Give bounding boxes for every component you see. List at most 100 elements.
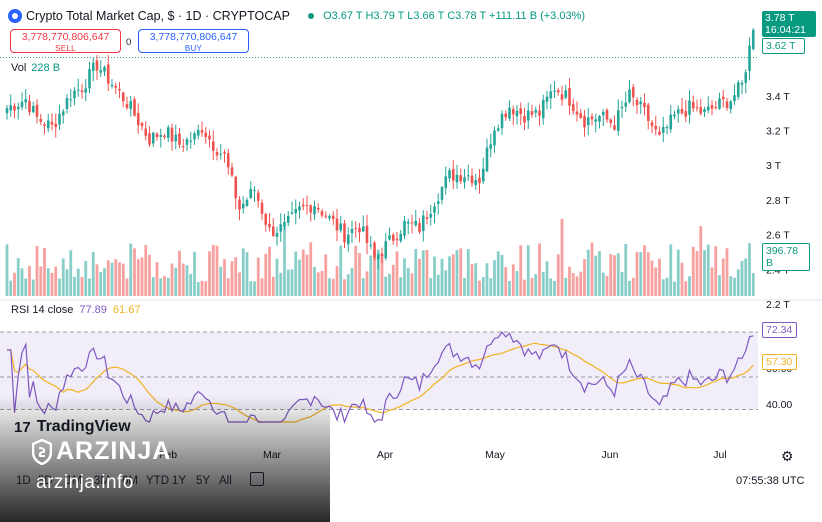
candle-body	[208, 135, 211, 140]
volume-bar	[241, 248, 245, 296]
candle-body	[448, 170, 451, 179]
prev-close-tag: 3.62 T	[762, 38, 805, 54]
candle-body	[575, 111, 579, 115]
volume-bar	[628, 280, 631, 296]
rsi-label: RSI 14 close	[11, 304, 74, 316]
candle-body	[643, 102, 646, 108]
candle-body	[313, 206, 316, 215]
candle-body	[181, 146, 185, 148]
volume-bar	[729, 276, 733, 296]
candle-body	[260, 202, 264, 214]
volume-bar	[50, 272, 54, 296]
calendar-icon[interactable]	[250, 472, 264, 486]
volume-bar	[305, 254, 309, 296]
current-price-tag: 3.78 T 16:04:21	[762, 11, 816, 37]
candle-body	[316, 207, 320, 210]
candle-body	[699, 107, 703, 114]
candle-body	[538, 110, 541, 116]
candle-body	[496, 128, 500, 131]
volume-bar	[384, 276, 388, 296]
volume-bar	[376, 249, 380, 296]
volume-bar	[163, 276, 166, 296]
candle-body	[695, 107, 699, 109]
volume-bar	[410, 273, 414, 296]
volume-bar	[354, 245, 358, 296]
timeframe-5d[interactable]: 5D	[38, 475, 53, 487]
volume-bar	[88, 278, 91, 296]
candle-body	[346, 234, 350, 245]
volume-bar	[391, 264, 395, 296]
utc-clock[interactable]: 07:55:38 UTC	[736, 475, 805, 487]
volume-bar	[290, 269, 294, 296]
current-price: 3.78 T	[765, 12, 795, 24]
candle-body	[9, 105, 13, 111]
timeframe-ytd[interactable]: YTD	[146, 475, 169, 487]
candle-body	[339, 223, 343, 231]
candle-body	[406, 221, 410, 224]
volume-bar	[673, 281, 676, 296]
candle-body	[530, 111, 534, 115]
bar-countdown: 16:04:21	[765, 24, 806, 36]
tv-logo-icon: 17	[14, 418, 31, 436]
volume-bar	[508, 280, 511, 296]
candle-body	[46, 120, 50, 129]
volume-bar	[298, 259, 301, 296]
rsi-value: 77.89	[79, 304, 107, 316]
timeframe-5y[interactable]: 5Y	[196, 475, 211, 487]
rsi-legend[interactable]: RSI 14 close 77.89 61.67	[11, 304, 140, 316]
timeframe-1m[interactable]: 1M	[66, 475, 82, 487]
volume-bar	[166, 277, 170, 296]
volume-bar	[598, 251, 601, 296]
tradingview-logo[interactable]: 17 TradingView	[14, 418, 131, 436]
volume-bar	[459, 248, 463, 296]
candle-body	[740, 82, 744, 85]
candle-body	[151, 132, 155, 144]
rsi-ma-line	[7, 342, 754, 423]
volume-bar	[568, 266, 571, 296]
ohlc-readout: O3.67 T H3.79 T L3.66 T C3.78 T +111.11 …	[308, 10, 585, 22]
volume-bar	[639, 252, 643, 296]
volume-scale-tag: 396.78 B	[762, 243, 810, 271]
candle-body	[691, 101, 695, 109]
timeframe-3m[interactable]: 3M	[94, 475, 110, 487]
close-value: C3.78 T	[447, 10, 486, 22]
candle-body	[628, 89, 631, 103]
volume-bar	[54, 266, 58, 296]
sell-button[interactable]: 3,778,770,806,647 SELL	[10, 29, 121, 53]
timeframe-1d[interactable]: 1D	[16, 475, 31, 487]
watermark-shade	[0, 395, 330, 522]
candle-body	[440, 187, 444, 200]
volume-legend[interactable]: Vol 228 B	[11, 62, 60, 74]
candle-body	[579, 113, 583, 118]
volume-bar	[710, 267, 714, 296]
candle-body	[35, 104, 39, 117]
candle-body	[433, 206, 436, 213]
candle-body	[616, 110, 620, 131]
timeframe-1y[interactable]: 1Y	[172, 475, 187, 487]
candle-body	[466, 175, 470, 177]
tradingview-text: TradingView	[36, 418, 131, 435]
volume-bar	[238, 272, 241, 296]
symbol-title[interactable]: Crypto Total Market Cap, $ · 1D · CRYPTO…	[8, 9, 290, 23]
volume-bar	[448, 256, 451, 296]
candle-body	[519, 108, 523, 114]
buy-button[interactable]: 3,778,770,806,647 BUY	[138, 29, 249, 53]
volume-bar	[114, 259, 118, 296]
volume-bar	[489, 278, 493, 296]
volume-bar	[283, 225, 286, 296]
volume-bar	[635, 251, 639, 296]
candle-body	[279, 224, 283, 232]
gear-icon[interactable]: ⚙	[781, 448, 794, 464]
candle-body	[646, 104, 650, 121]
timeframe-all[interactable]: All	[219, 475, 232, 487]
volume-bar	[174, 267, 178, 296]
time-tick-label: Apr	[377, 449, 394, 461]
candle-body	[328, 216, 331, 219]
candle-body	[564, 90, 568, 98]
rsi-ma-tag: 57.30	[762, 354, 797, 370]
symbol-name: Crypto Total Market Cap, $ · 1D · CRYPTO…	[26, 9, 290, 23]
timeframe-6m[interactable]: 6M	[122, 475, 138, 487]
price-tick-label: 2.6 T	[766, 230, 790, 242]
candle-body	[320, 211, 324, 216]
